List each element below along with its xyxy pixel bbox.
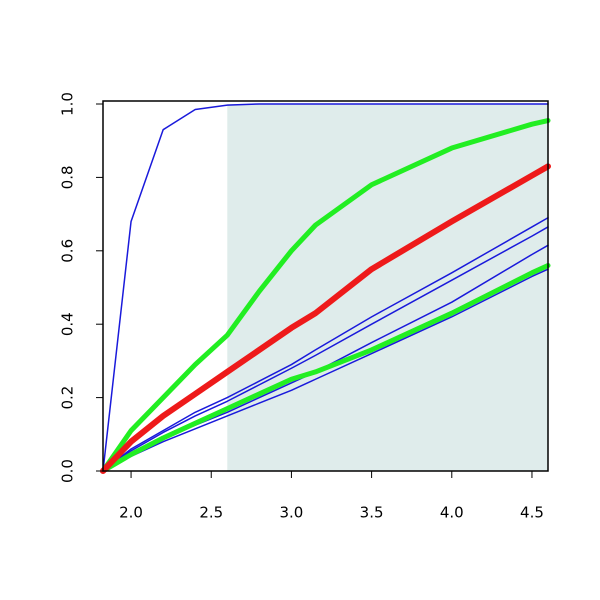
y-tick-label: 0.6 <box>59 239 77 263</box>
x-tick-label: 3.0 <box>279 504 303 522</box>
shaded-region <box>227 104 548 471</box>
series-line <box>102 226 549 472</box>
series-line <box>102 268 549 472</box>
y-tick-label: 0.4 <box>59 312 77 336</box>
series-line <box>100 262 551 474</box>
y-tick-label: 0.2 <box>59 386 77 410</box>
y-tick-label: 0.8 <box>59 165 77 189</box>
series-line <box>100 118 551 474</box>
series-line <box>100 163 551 474</box>
series-line <box>102 217 549 472</box>
x-tick-label: 2.5 <box>199 504 223 522</box>
series-line <box>102 103 549 472</box>
y-tick-label: 1.0 <box>59 92 77 116</box>
x-tick-label: 4.5 <box>520 504 544 522</box>
plot-frame <box>102 100 549 472</box>
x-tick-label: 3.5 <box>360 504 384 522</box>
x-tick-label: 4.0 <box>440 504 464 522</box>
x-tick-label: 2.0 <box>119 504 143 522</box>
y-tick-label: 0.0 <box>59 459 77 483</box>
